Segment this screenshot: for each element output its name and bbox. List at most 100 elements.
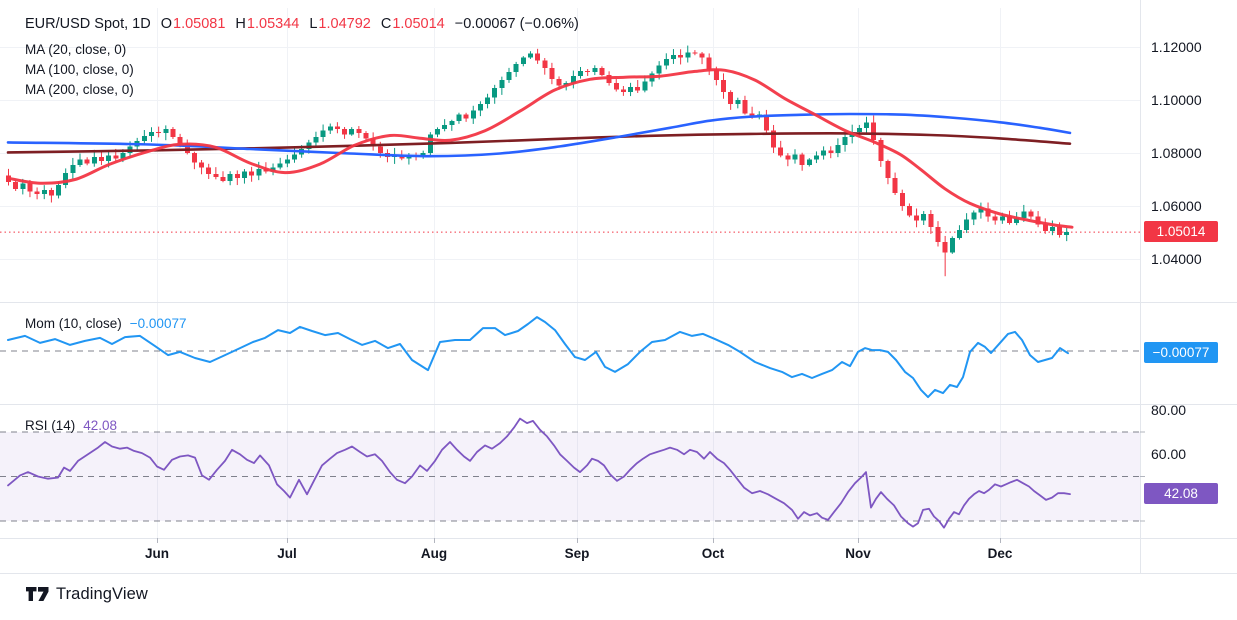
symbol-legend[interactable]: EUR/USD Spot, 1D O1.05081 H1.05344 L1.04792… [25,16,579,32]
ohlc-close-value: 1.05014 [392,16,445,32]
candle [356,129,362,134]
candle [978,208,984,213]
candle [1042,224,1048,232]
candle [48,190,54,196]
rsi-tick-label: 80.00 [1151,401,1187,418]
time-axis-label-nov: Nov [845,546,871,561]
candle [213,174,219,177]
candle [191,153,197,163]
candle [792,154,798,160]
candle [735,100,741,104]
candle [435,129,440,135]
candle [1049,227,1055,232]
price-axis[interactable]: 1.05014 −0.00077 42.08 1.12000 1.10000 1.0… [1140,0,1237,573]
momentum-value: −0.00077 [129,316,187,331]
candle [771,130,777,148]
candle [835,145,841,153]
candle [813,155,819,160]
candle [942,241,948,253]
candle [485,97,491,104]
candle [892,178,898,193]
candle [463,114,469,119]
candle [34,191,40,195]
time-axis[interactable]: Jun Jul Aug Sep Oct Nov Dec [0,538,1140,573]
candle [699,53,705,58]
candle [77,159,83,165]
candle [706,57,712,70]
momentum-line [7,316,1069,399]
candle [956,229,962,238]
candle [763,114,769,131]
candle [63,172,69,185]
candle [799,154,805,165]
ohlc-low-label: L [309,16,318,32]
time-axis-label-jul: Jul [277,546,297,561]
candle [334,126,340,130]
time-axis-label-jun: Jun [144,546,169,561]
candle [377,146,383,153]
ma100-line [6,112,1072,158]
candle [785,155,791,160]
candle [985,208,991,217]
rsi-line [7,417,1071,529]
candle [856,127,862,132]
candle [120,153,126,159]
candle [349,129,355,135]
candle [470,110,476,119]
candle [935,227,941,242]
candle [899,192,905,206]
candle [113,155,119,159]
ma20-legend[interactable]: MA (20, close, 0) [25,42,127,57]
candle [635,86,641,91]
price-tick-label: 1.12000 [1151,39,1202,55]
momentum-legend[interactable]: Mom (10, close) −0.00077 [25,316,186,331]
candle [542,60,548,69]
candle [678,54,684,58]
time-axis-label-sep: Sep [564,546,590,561]
ohlc-open-label: O [160,16,172,32]
tradingview-attribution[interactable]: TradingView [26,585,148,604]
candle [220,176,226,181]
candle [20,183,26,189]
candle [449,121,455,126]
ohlc-high-label: H [235,16,246,32]
tradingview-logo-icon [26,587,49,601]
candle [585,70,591,73]
price-tick-label: 1.10000 [1151,92,1202,108]
candle [906,206,912,216]
ma200-legend[interactable]: MA (200, close, 0) [25,82,134,97]
candle [692,52,698,54]
candle [292,154,297,160]
candle [98,156,104,161]
candle [234,174,240,179]
candle [570,76,576,83]
candle [520,57,526,65]
momentum-value-badge: −0.00077 [1144,342,1218,363]
candle [456,114,462,122]
candle [921,213,927,221]
candle [778,147,784,156]
candle [506,72,512,81]
rsi-value-badge: 42.08 [1144,483,1218,504]
candle [56,184,62,196]
time-axis-label-oct: Oct [701,546,725,561]
candle [928,213,934,228]
candle [206,167,212,175]
candle [492,88,498,98]
candle [513,64,519,73]
rsi-tick-label: 60.00 [1151,446,1187,463]
candle [156,131,162,134]
candle [620,89,626,93]
candle [370,138,376,147]
candle [256,168,262,176]
candle [599,68,605,75]
pane-separators [0,0,1237,574]
candle [1021,211,1027,218]
candle [871,122,877,140]
candle [663,58,669,66]
rsi-legend[interactable]: RSI (14) 42.08 [25,418,117,433]
candle [656,65,662,74]
ma100-legend[interactable]: MA (100, close, 0) [25,62,134,77]
